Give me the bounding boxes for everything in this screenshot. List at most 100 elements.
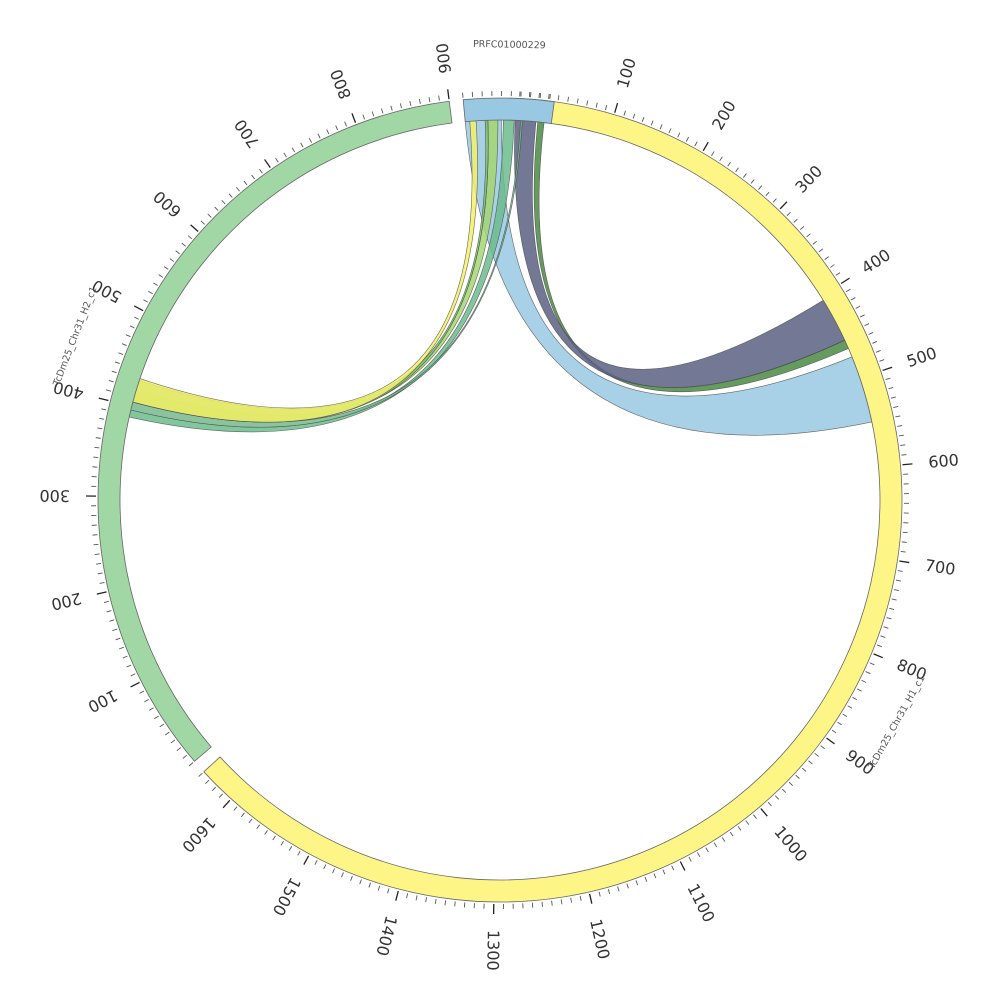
minor-tick-h1-430 xyxy=(855,305,861,309)
major-tick-h1-800 xyxy=(873,653,884,659)
minor-tick-h2-860 xyxy=(409,100,412,107)
minor-tick-h1-490 xyxy=(879,359,885,362)
minor-tick-h2-490 xyxy=(134,316,139,320)
minor-tick-h2-730 xyxy=(291,147,296,153)
minor-tick-h1-1250 xyxy=(541,901,543,907)
minor-tick-h2-630 xyxy=(214,206,219,211)
minor-tick-h1-210 xyxy=(711,151,715,157)
minor-tick-h1-1360 xyxy=(434,898,437,904)
minor-tick-h1-320 xyxy=(793,218,798,223)
minor-tick-h1-1610 xyxy=(218,793,224,798)
tick-label-h1-100: 100 xyxy=(613,56,640,91)
minor-tick-h1-510 xyxy=(885,377,891,381)
tick-label-h1-200: 200 xyxy=(708,97,740,133)
minor-tick-h2-380 xyxy=(99,417,105,420)
minor-tick-h1-140 xyxy=(650,120,654,126)
minor-tick-h1-1020 xyxy=(745,820,750,825)
minor-tick-h1-1480 xyxy=(323,864,327,870)
tick-label-h1-1600: 1600 xyxy=(178,813,219,856)
major-tick-h1-200 xyxy=(702,141,709,152)
tick-label-h2-200: 200 xyxy=(49,589,83,614)
tick-label-h2-800: 800 xyxy=(326,67,355,102)
minor-tick-h1-880 xyxy=(837,721,842,726)
minor-tick-h1-560 xyxy=(897,425,903,427)
minor-tick-h1-920 xyxy=(814,752,819,757)
major-tick-h2-200 xyxy=(96,591,107,595)
minor-tick-h2-120 xyxy=(126,664,132,668)
minor-tick-h2-370 xyxy=(97,427,103,430)
minor-tick-h2-760 xyxy=(317,133,321,139)
minor-tick-h1-1410 xyxy=(387,888,390,894)
minor-tick-h1-280 xyxy=(765,191,770,197)
minor-tick-h1-190 xyxy=(694,141,698,147)
minor-tick-h1-1560 xyxy=(256,824,261,830)
tick-label-h2-600: 600 xyxy=(150,187,185,221)
minor-tick-h1-720 xyxy=(895,579,901,582)
minor-tick-h2-230 xyxy=(96,563,102,565)
tick-label-h1-600: 600 xyxy=(928,450,960,472)
minor-tick-h1-340 xyxy=(806,233,811,238)
minor-tick-h2-550 xyxy=(163,266,169,270)
minor-tick-h1-1490 xyxy=(314,860,318,865)
major-tick-h1-500 xyxy=(882,366,893,372)
segment-prfc xyxy=(462,97,555,124)
minor-tick-h1-270 xyxy=(758,185,763,190)
minor-tick-h1-1220 xyxy=(570,897,573,903)
minor-tick-h1-850 xyxy=(852,696,858,701)
minor-tick-h1-90 xyxy=(605,105,608,111)
minor-tick-h1-1640 xyxy=(198,772,203,777)
minor-tick-h1-990 xyxy=(767,801,772,807)
minor-tick-h2-710 xyxy=(275,157,279,163)
minor-tick-h1-1550 xyxy=(264,830,268,835)
minor-tick-h2-20 xyxy=(176,747,182,752)
minor-tick-h1-960 xyxy=(788,781,793,787)
minor-tick-h2-780 xyxy=(335,125,339,131)
minor-tick-h1-180 xyxy=(685,136,689,142)
minor-tick-h1-1230 xyxy=(560,899,563,905)
tick-label-h1-1200: 1200 xyxy=(586,917,614,961)
minor-tick-h1-940 xyxy=(801,767,807,772)
minor-tick-h2-530 xyxy=(153,282,158,286)
minor-tick-h1-1430 xyxy=(368,882,371,888)
minor-tick-h1-870 xyxy=(842,713,848,717)
minor-tick-h1-230 xyxy=(727,161,731,167)
minor-tick-h2-540 xyxy=(158,274,164,278)
major-tick-h1-1200 xyxy=(588,893,593,904)
minor-tick-h1-980 xyxy=(774,795,780,800)
minor-tick-h2-480 xyxy=(129,325,135,329)
minor-tick-h1-1420 xyxy=(377,885,381,891)
minor-tick-h1-550 xyxy=(895,415,901,418)
minor-tick-h2-440 xyxy=(114,361,120,365)
major-tick-h1-400 xyxy=(840,277,850,285)
minor-tick-h2-360 xyxy=(95,437,101,439)
minor-tick-h1-1590 xyxy=(233,806,238,811)
minor-tick-h2-390 xyxy=(101,408,107,411)
minor-tick-h1-970 xyxy=(781,788,787,793)
minor-tick-h1-1350 xyxy=(444,900,447,906)
minor-tick-h2-180 xyxy=(106,610,112,613)
major-tick-h1-900 xyxy=(826,737,835,745)
major-tick-h1-1500 xyxy=(303,855,310,865)
major-tick-h1-700 xyxy=(899,560,910,564)
minor-tick-h1-780 xyxy=(880,635,886,638)
minor-tick-h1-130 xyxy=(641,117,645,123)
tick-label-h2-700: 700 xyxy=(230,116,263,152)
minor-tick-h1-930 xyxy=(808,760,813,765)
minor-tick-h1-1080 xyxy=(697,852,701,858)
minor-tick-h2-70 xyxy=(149,707,154,711)
minor-tick-h2-590 xyxy=(187,235,193,240)
minor-tick-h2-50 xyxy=(159,723,165,728)
minor-tick-h1-1170 xyxy=(617,886,620,892)
minor-tick-h2-640 xyxy=(221,199,226,205)
minor-tick-h2-670 xyxy=(243,180,248,186)
minor-tick-h2-740 xyxy=(300,142,304,148)
minor-tick-h1-570 xyxy=(898,434,904,437)
minor-tick-h2-430 xyxy=(111,370,117,374)
minor-tick-h2-690 xyxy=(259,168,263,174)
minor-tick-h1-1090 xyxy=(688,856,692,862)
tick-label-h1-300: 300 xyxy=(791,162,826,197)
minor-tick-h2-90 xyxy=(139,690,145,694)
minor-tick-h1-290 xyxy=(772,198,777,203)
minor-tick-h1-1010 xyxy=(753,814,757,819)
